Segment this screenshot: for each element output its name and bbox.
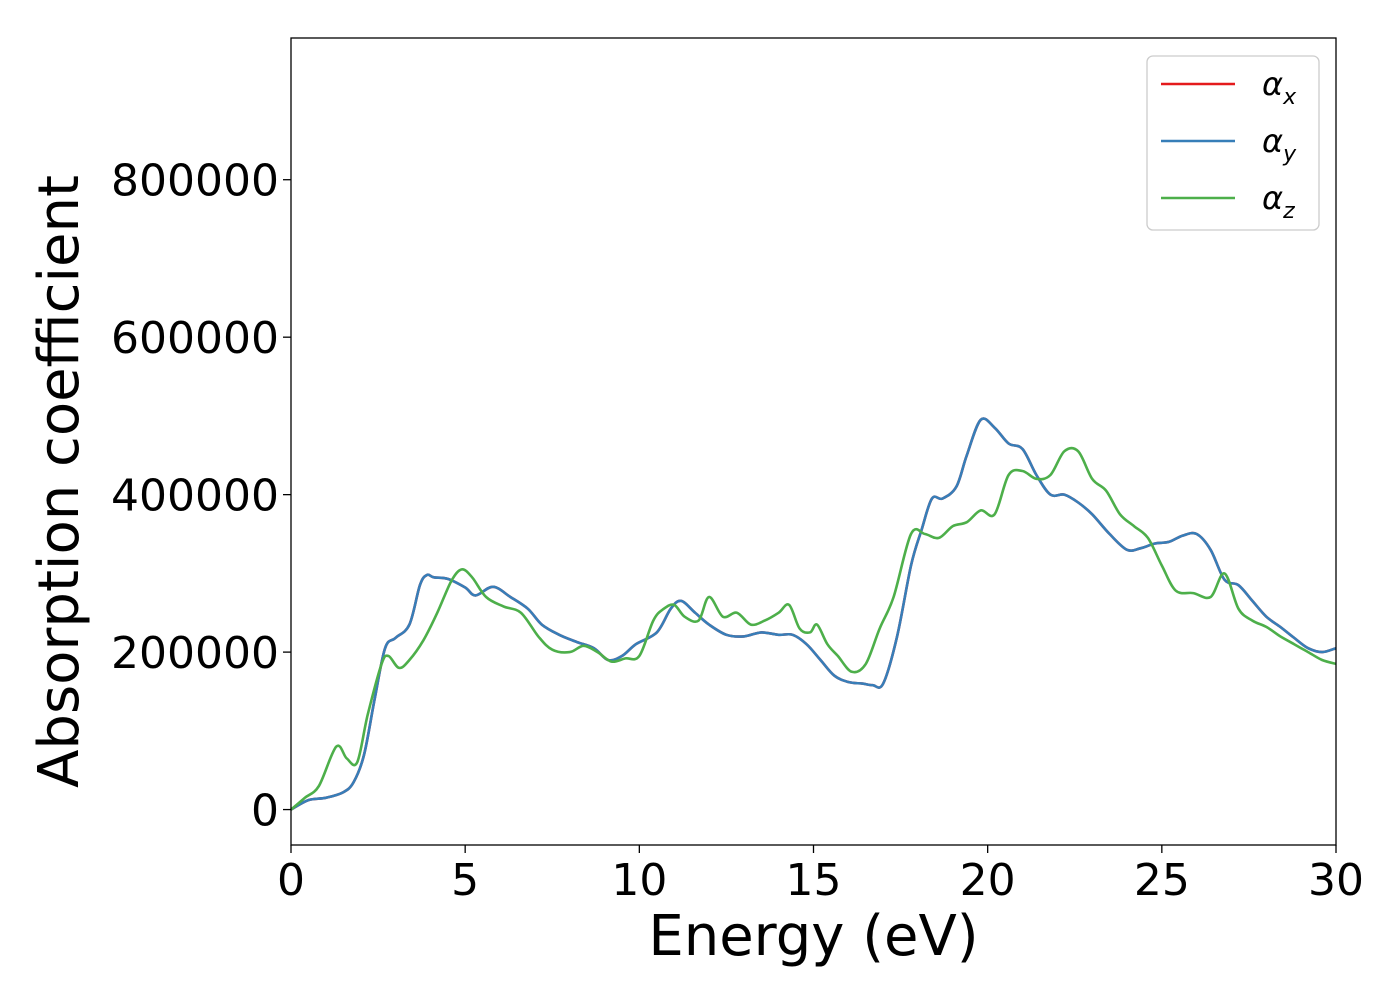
x-tick-label: 0 [277, 855, 305, 906]
y-tick-label: 600000 [111, 313, 279, 364]
y-tick-label: 800000 [111, 156, 279, 207]
legend-box [1146, 55, 1320, 231]
x-tick-label: 20 [960, 855, 1016, 906]
x-tick-label: 30 [1308, 855, 1364, 906]
axis-ticks: 0 5 10 15 20 25 30 0 200000 400000 600000 800000 [111, 156, 1364, 906]
legend-label-z: αz [1262, 179, 1295, 224]
x-tick-label: 10 [611, 855, 667, 906]
x-tick-label: 25 [1134, 855, 1190, 906]
legend-label-x: αx [1262, 65, 1297, 110]
y-axis-label: Absorption coefficient [27, 175, 92, 788]
plot-lines [290, 417, 1337, 811]
legend-label-base: α [1262, 65, 1283, 103]
legend-label-y: αy [1262, 122, 1297, 167]
legend-label-base: α [1262, 179, 1283, 217]
legend-label-subscript: y [1282, 142, 1297, 167]
legend-label-subscript: x [1282, 85, 1297, 110]
legend-label-subscript: z [1282, 199, 1295, 224]
x-tick-label: 15 [786, 855, 842, 906]
y-tick-label: 0 [251, 786, 279, 837]
y-tick-label: 400000 [111, 471, 279, 522]
legend-label-base: α [1262, 122, 1283, 160]
series-line-z [290, 446, 1337, 811]
y-tick-label: 200000 [111, 628, 279, 679]
series-line-x [290, 417, 1337, 811]
series-line-y [290, 417, 1337, 811]
x-tick-label: 5 [451, 855, 479, 906]
x-axis-label: Energy (eV) [648, 904, 978, 969]
